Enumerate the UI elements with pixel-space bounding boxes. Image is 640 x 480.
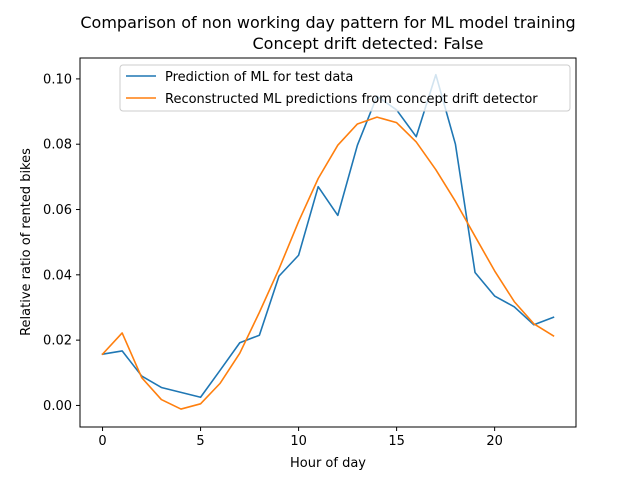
legend-box [119, 64, 571, 112]
x-axis: 0 5 10 15 20 [98, 427, 503, 449]
x-tick-label: 15 [388, 434, 405, 449]
x-tick-label: 5 [196, 434, 204, 449]
y-tick-label: 0.00 [43, 399, 72, 414]
y-axis-label: Relative ratio of rented bikes [19, 148, 34, 336]
plot-area-frame [79, 57, 577, 428]
legend-label-1: Reconstructed ML predictions from concep… [165, 92, 538, 107]
legend: Prediction of ML for test data Reconstru… [119, 64, 571, 112]
y-tick-label: 0.10 [43, 72, 72, 87]
legend-label-0: Prediction of ML for test data [165, 70, 353, 85]
x-tick-label: 20 [486, 434, 503, 449]
x-axis-label: Hour of day [290, 456, 366, 471]
y-tick-label: 0.02 [43, 334, 72, 349]
y-tick-label: 0.04 [43, 268, 72, 283]
chart-title: Comparison of non working day pattern fo… [80, 13, 575, 32]
y-axis: 0.00 0.02 0.04 0.06 0.08 0.10 [43, 72, 80, 414]
y-tick-label: 0.08 [43, 138, 72, 153]
series-layer [101, 73, 555, 410]
y-tick-label: 0.06 [43, 203, 72, 218]
x-tick-label: 10 [290, 434, 307, 449]
series-line-0 [101, 73, 555, 399]
series-line-1 [101, 116, 555, 410]
x-tick-label: 0 [98, 434, 106, 449]
chart-subtitle: Concept drift detected: False [253, 34, 484, 53]
